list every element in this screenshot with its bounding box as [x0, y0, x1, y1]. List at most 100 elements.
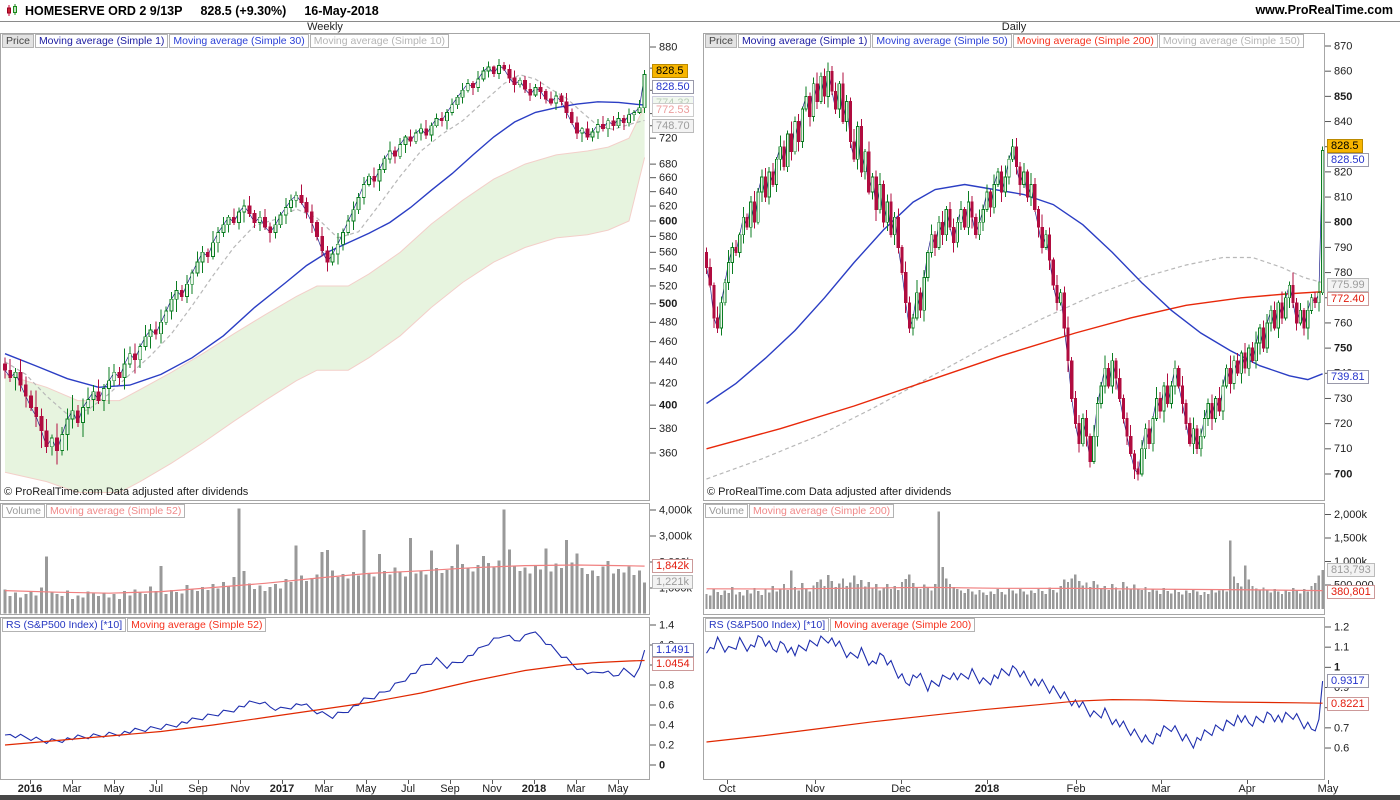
header: HOMESERVE ORD 2 9/13P 828.5 (+9.30%) 16-…: [0, 0, 1400, 22]
axis-tick-label: 850: [1334, 91, 1352, 103]
rs-ma-line: [706, 698, 1323, 743]
last-price: 828.5 (+9.30%): [200, 3, 287, 18]
volume-ma-line: [706, 586, 1323, 592]
axis-value-label: 775.99: [1327, 278, 1369, 292]
month-label: Mar: [566, 783, 586, 795]
candlestick-logo-icon: [6, 4, 19, 17]
volume-ma-line: [4, 564, 645, 594]
axis-tick-label: 460: [659, 336, 677, 348]
daily-price-legend: Price Moving average (Simple 1) Moving ave…: [705, 34, 1305, 52]
axis-value-label: 772.40: [1327, 292, 1369, 306]
axis-tick-label: 0: [659, 759, 665, 771]
legend-price[interactable]: Price: [705, 34, 737, 48]
rs-line: [706, 634, 1324, 750]
price-line: [4, 64, 645, 452]
axis-tick-label: 2,000k: [1334, 509, 1368, 521]
legend-moving-average-simple-200[interactable]: Moving average (Simple 200): [749, 504, 895, 518]
axis-value-label: 748.70: [652, 119, 694, 133]
legend-moving-average-simple-200[interactable]: Moving average (Simple 200): [1012, 34, 1158, 48]
axis-tick-label: 380: [659, 423, 677, 435]
legend-volume[interactable]: Volume: [705, 504, 749, 518]
daily-rs-pane[interactable]: [703, 617, 1325, 780]
axis-tick-label: 500: [659, 298, 677, 310]
daily-chart-title: Daily: [1001, 21, 1027, 33]
month-label: Sep: [188, 783, 208, 795]
legend-rs-s-p500-index-10[interactable]: RS (S&P500 Index) [*10]: [705, 618, 830, 632]
cloud-top-line: [4, 105, 646, 402]
legend-moving-average-simple-10[interactable]: Moving average (Simple 10): [309, 34, 450, 48]
month-tick: [492, 780, 493, 784]
month-label: Nov: [230, 783, 250, 795]
axis-tick-label: 4,000k: [659, 504, 693, 516]
axis-tick-label: 520: [659, 280, 677, 292]
month-label: Oct: [718, 783, 736, 795]
axis-tick-label: 1,500k: [1334, 532, 1368, 544]
legend-rs-s-p500-index-10[interactable]: RS (S&P500 Index) [*10]: [2, 618, 127, 632]
axis-value-label: 828.50: [1327, 153, 1369, 167]
axis-tick-label: 700: [1334, 468, 1352, 480]
month-tick: [1328, 780, 1329, 784]
axis-tick-label: 0.6: [1334, 742, 1349, 754]
daily-rs-legend: RS (S&P500 Index) [*10] Moving average (S…: [705, 618, 976, 636]
weekly-volume-legend: Volume Moving average (Simple 52): [2, 504, 186, 522]
legend-moving-average-simple-1[interactable]: Moving average (Simple 1): [34, 34, 169, 48]
legend-volume[interactable]: Volume: [2, 504, 46, 518]
month-label: Apr: [1238, 783, 1256, 795]
site-link[interactable]: www.ProRealTime.com: [1255, 3, 1393, 17]
month-label: Jul: [148, 783, 164, 795]
month-tick: [576, 780, 577, 784]
axis-tick-label: 400: [659, 400, 677, 412]
axis-tick-label: 860: [1334, 66, 1352, 78]
month-label: 2018: [974, 783, 1000, 795]
volume-bars: [3, 508, 647, 614]
axis-tick-label: 660: [659, 172, 677, 184]
axis-tick-label: 600: [659, 215, 677, 227]
axis-tick-label: 620: [659, 200, 677, 212]
axis-tick-label: 560: [659, 247, 677, 259]
month-label: Jul: [400, 783, 416, 795]
month-tick: [1076, 780, 1077, 784]
weekly-chart-title: Weekly: [307, 21, 343, 33]
axis-tick-label: 800: [1334, 217, 1352, 229]
month-label: Mar: [314, 783, 334, 795]
rs-ma-line: [4, 659, 645, 746]
axis-value-label: 1.0454: [652, 657, 694, 671]
month-label: May: [355, 783, 377, 795]
legend-moving-average-simple-1[interactable]: Moving average (Simple 1): [737, 34, 872, 48]
month-label: Mar: [1151, 783, 1171, 795]
month-tick: [815, 780, 816, 784]
month-label: May: [607, 783, 629, 795]
month-label: Feb: [1066, 783, 1086, 795]
daily-price-pane[interactable]: [703, 33, 1325, 501]
month-label: Mar: [62, 783, 82, 795]
axis-tick-label: 420: [659, 377, 677, 389]
legend-moving-average-simple-150[interactable]: Moving average (Simple 150): [1158, 34, 1305, 48]
candlestick-series: [704, 62, 1325, 481]
axis-value-label: 828.5: [652, 64, 688, 78]
axis-value-label: 828.5: [1327, 139, 1363, 153]
legend-moving-average-simple-30[interactable]: Moving average (Simple 30): [169, 34, 309, 48]
legend-moving-average-simple-52[interactable]: Moving average (Simple 52): [127, 618, 267, 632]
axis-tick-label: 720: [1334, 418, 1352, 430]
legend-moving-average-simple-200[interactable]: Moving average (Simple 200): [830, 618, 976, 632]
axis-tick-label: 810: [1334, 191, 1352, 203]
axis-tick-label: 540: [659, 263, 677, 275]
axis-value-label: 1,221k: [652, 575, 694, 589]
axis-tick-label: 1: [1334, 662, 1340, 674]
axis-tick-label: 820: [1334, 166, 1352, 178]
axis-tick-label: 360: [659, 447, 677, 459]
month-label: Sep: [440, 783, 460, 795]
axis-tick-label: 840: [1334, 116, 1352, 128]
legend-moving-average-simple-50[interactable]: Moving average (Simple 50): [872, 34, 1012, 48]
legend-moving-average-simple-52[interactable]: Moving average (Simple 52): [46, 504, 186, 518]
month-tick: [30, 780, 31, 784]
axis-value-label: 1,842k: [652, 559, 694, 573]
axis-tick-label: 710: [1334, 443, 1352, 455]
axis-tick-label: 3,000k: [659, 530, 693, 542]
month-tick: [114, 780, 115, 784]
month-tick: [156, 780, 157, 784]
month-label: 2016: [17, 783, 43, 795]
legend-price[interactable]: Price: [2, 34, 34, 48]
weekly-rs-pane[interactable]: [0, 617, 650, 780]
